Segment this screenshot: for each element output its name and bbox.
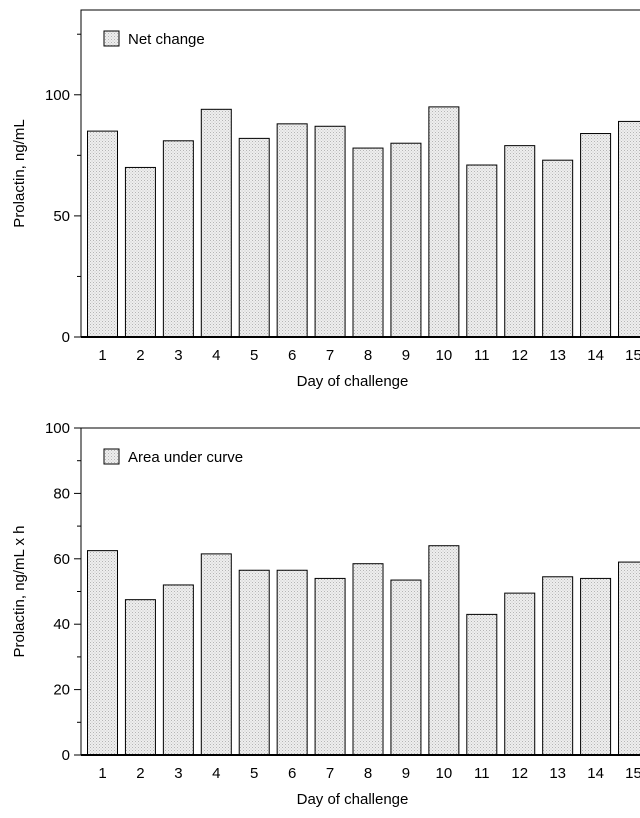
x-tick-label: 3 [174,347,182,364]
y-tick-label: 20 [53,682,70,699]
x-tick-label: 14 [587,347,604,364]
y-tick-label: 0 [62,747,70,764]
bar-day-4 [200,553,232,756]
legend-swatch [103,30,120,47]
x-tick-label: 6 [288,347,296,364]
x-tick-label: 13 [549,765,566,782]
y-tick-label: 80 [53,485,70,502]
x-tick-label: 5 [250,765,258,782]
y-tick-label: 50 [53,208,70,225]
y-axis: 0 20 40 60 80 100 [45,420,81,764]
bar-day-15 [618,120,640,338]
legend: Area under curve [103,448,243,466]
x-tick-label: 6 [288,765,296,782]
bar-day-1 [87,550,118,756]
bar-day-11 [466,164,498,338]
bar-day-8 [352,147,384,338]
bar-day-9 [390,579,422,756]
y-tick-label: 100 [45,87,70,104]
bar-day-9 [390,142,422,338]
x-tick-label: 15 [625,765,640,782]
y-tick-label: 40 [53,616,70,633]
bar-day-3 [162,140,194,338]
bar-day-11 [466,613,498,756]
bar-day-12 [504,145,536,338]
bar-day-7 [314,577,346,756]
x-tick-label: 3 [174,765,182,782]
bar-day-2 [124,599,156,756]
x-tick-label: 12 [511,347,528,364]
x-tick-label: 1 [98,347,106,364]
x-axis-label: Day of challenge [297,373,409,390]
x-tick-label: 7 [326,765,334,782]
x-tick-label: 7 [326,347,334,364]
x-tick-label: 9 [402,765,410,782]
x-axis: 1 2 3 4 5 6 7 8 9 10 11 12 13 14 15 [81,336,640,364]
bar-day-1 [87,130,118,338]
x-tick-label: 10 [436,347,453,364]
y-axis-label: Prolactin, ng/mL x h [11,525,28,657]
bar-day-5 [238,137,270,338]
x-tick-label: 4 [212,347,220,364]
bar-day-3 [162,584,194,756]
x-tick-label: 13 [549,347,566,364]
y-axis: 0 50 100 [45,33,81,346]
x-tick-label: 11 [474,765,490,782]
x-tick-label: 8 [364,347,372,364]
bar-group [87,545,640,756]
x-tick-label: 12 [511,765,528,782]
bar-day-6 [276,569,308,756]
x-tick-label: 4 [212,765,220,782]
y-tick-label: 100 [45,420,70,437]
bar-day-8 [352,563,384,756]
x-tick-label: 9 [402,347,410,364]
x-tick-label: 10 [436,765,453,782]
y-tick-label: 0 [62,329,70,346]
x-tick-label: 8 [364,765,372,782]
bar-day-4 [200,108,232,338]
y-tick-label: 60 [53,551,70,568]
legend-label: Area under curve [128,449,243,466]
bar-day-7 [314,125,346,338]
legend-label: Net change [128,31,205,48]
bar-day-6 [276,123,308,338]
legend: Net change [103,30,205,48]
x-axis-label: Day of challenge [297,791,409,808]
bar-group [87,106,640,338]
bar-day-10 [428,545,460,756]
x-tick-label: 14 [587,765,604,782]
x-tick-label: 15 [625,347,640,364]
x-tick-label: 1 [98,765,106,782]
bar-day-14 [580,577,612,756]
legend-swatch [103,448,120,465]
bar-day-5 [238,569,270,756]
bar-day-15 [618,561,640,756]
bar-day-10 [428,106,460,338]
x-tick-label: 2 [136,347,144,364]
x-tick-label: 5 [250,347,258,364]
y-axis-label: Prolactin, ng/mL [11,119,28,227]
bar-day-12 [504,592,536,756]
bar-day-13 [542,159,574,338]
bar-day-13 [542,576,574,756]
x-tick-label: 11 [474,347,490,364]
x-tick-label: 2 [136,765,144,782]
x-axis: 1 2 3 4 5 6 7 8 9 10 11 12 13 14 15 [81,754,640,782]
bar-day-14 [580,133,612,338]
bar-day-2 [124,166,156,338]
